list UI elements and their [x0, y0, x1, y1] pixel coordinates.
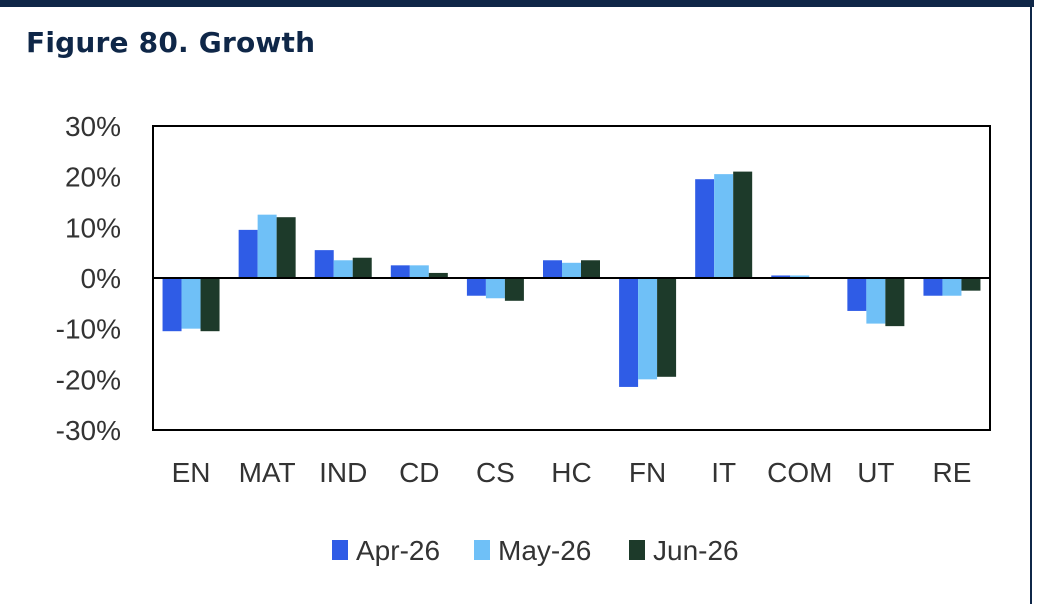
x-tick-label: HC [551, 457, 591, 488]
x-tick-label: MAT [239, 457, 296, 488]
bar [162, 278, 182, 332]
x-tick-label: UT [857, 457, 894, 488]
legend-swatch [332, 540, 348, 560]
y-axis-ticks: 30% 20% 10% 0% -10% -20% -30% [56, 111, 121, 446]
legend: Apr-26 May-26 Jun-26 [332, 535, 739, 566]
bar [581, 260, 600, 278]
bar [276, 217, 296, 278]
legend-label: May-26 [498, 535, 591, 566]
y-tick-label: -30% [56, 415, 121, 446]
bar [390, 265, 410, 278]
bar [847, 278, 867, 311]
bar [885, 278, 905, 327]
bar [657, 278, 677, 377]
bar [200, 278, 220, 332]
x-tick-label: RE [933, 457, 972, 488]
bar [181, 278, 201, 329]
top-border-rule [0, 0, 1034, 7]
bar [942, 278, 962, 296]
x-tick-label: IND [319, 457, 367, 488]
x-tick-label: FN [629, 457, 666, 488]
y-tick-label: 30% [65, 111, 121, 142]
x-tick-label: CS [476, 457, 515, 488]
bar-group [162, 171, 981, 387]
bar [543, 260, 562, 278]
bar [961, 278, 981, 291]
bar [333, 260, 353, 278]
bar [771, 275, 791, 278]
bar [714, 174, 734, 278]
bar [352, 257, 372, 278]
x-tick-label: COM [767, 457, 832, 488]
y-tick-label: -10% [56, 314, 121, 345]
bar [733, 171, 753, 278]
bar [428, 272, 448, 278]
bar [238, 229, 258, 278]
bar [866, 278, 886, 324]
legend-swatch [474, 540, 490, 560]
y-tick-label: 10% [65, 212, 121, 243]
bar [504, 278, 524, 301]
bar [409, 265, 429, 278]
bar [695, 179, 715, 278]
y-tick-label: -20% [56, 364, 121, 395]
bar [485, 278, 505, 299]
y-tick-label: 20% [65, 162, 121, 193]
legend-label: Jun-26 [653, 535, 739, 566]
bar [619, 278, 639, 387]
legend-label: Apr-26 [356, 535, 440, 566]
bar [314, 250, 334, 278]
bar [562, 262, 581, 278]
right-border-rule [1030, 0, 1032, 604]
bar [923, 278, 943, 296]
x-axis-ticks: EN MAT IND CD CS HC FN IT COM UT RE [172, 457, 972, 488]
x-tick-label: EN [172, 457, 211, 488]
bar [638, 278, 658, 380]
figure-title: Figure 80. Growth [26, 26, 316, 59]
bar [790, 275, 810, 278]
bar [257, 214, 277, 278]
legend-swatch [629, 540, 645, 560]
y-tick-label: 0% [81, 263, 121, 294]
x-tick-label: IT [711, 457, 736, 488]
x-tick-label: CD [399, 457, 439, 488]
bar [466, 278, 486, 296]
